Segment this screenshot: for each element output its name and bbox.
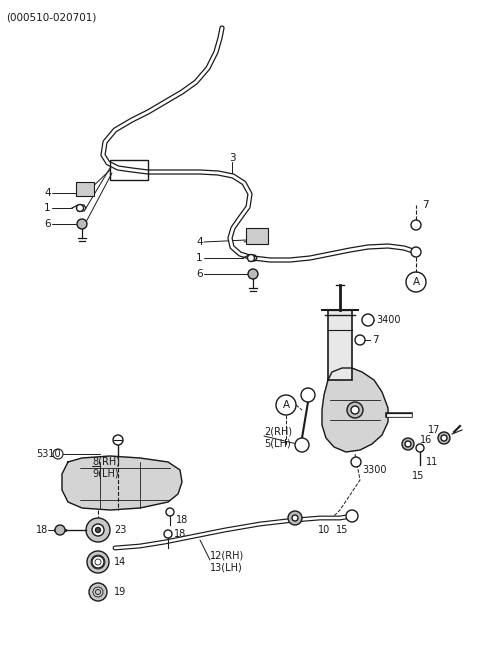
Circle shape [411,220,421,230]
Circle shape [362,314,374,326]
Polygon shape [62,456,182,510]
Text: 3: 3 [228,153,235,163]
Bar [76,182,94,196]
Text: 14: 14 [114,557,126,567]
Circle shape [87,551,109,573]
Text: 3400: 3400 [376,315,400,325]
Text: 8(RH): 8(RH) [92,457,120,467]
Circle shape [96,527,100,533]
Text: (000510-020701): (000510-020701) [6,12,96,22]
Circle shape [164,530,172,538]
Circle shape [355,335,365,345]
Circle shape [86,518,110,542]
Circle shape [77,219,87,229]
Text: 3300: 3300 [362,465,386,475]
Circle shape [113,435,123,445]
Text: 4: 4 [196,237,203,247]
Text: 4: 4 [44,188,50,198]
Polygon shape [322,368,388,452]
Circle shape [301,388,315,402]
Bar [328,310,352,380]
Text: 18: 18 [176,515,188,525]
Circle shape [347,402,363,418]
Circle shape [351,406,359,414]
Circle shape [288,511,302,525]
Circle shape [405,441,411,447]
Circle shape [295,438,309,452]
Circle shape [89,583,107,601]
Circle shape [438,432,450,444]
Text: 5(LH): 5(LH) [264,439,291,449]
Circle shape [92,524,104,536]
Text: 11: 11 [426,457,438,467]
Circle shape [166,508,174,516]
Text: 7: 7 [422,200,429,210]
Text: 1: 1 [196,253,203,263]
Circle shape [292,515,298,521]
Circle shape [416,444,424,452]
Bar [246,228,268,244]
Text: 6: 6 [44,219,50,229]
Text: 2(RH): 2(RH) [264,427,292,437]
Bar [110,160,148,180]
Circle shape [441,435,447,441]
Circle shape [248,269,258,279]
Text: 18: 18 [174,529,186,539]
Circle shape [346,510,358,522]
Circle shape [351,457,361,467]
Text: 1: 1 [44,203,50,213]
Circle shape [55,525,65,535]
Text: 15: 15 [336,525,348,535]
Text: 16: 16 [420,435,432,445]
Text: 18: 18 [36,525,48,535]
Text: 23: 23 [114,525,126,535]
Circle shape [402,438,414,450]
Circle shape [76,205,84,211]
Circle shape [411,247,421,257]
Circle shape [248,255,254,262]
Text: 19: 19 [114,587,126,597]
Text: 5310: 5310 [36,449,60,459]
Text: 12(RH): 12(RH) [210,550,244,560]
Text: 13(LH): 13(LH) [210,562,243,572]
Text: A: A [412,277,420,287]
Text: 17: 17 [428,425,440,435]
Text: 6: 6 [196,269,203,279]
Text: 15: 15 [412,471,424,481]
Text: 9(LH): 9(LH) [92,469,119,479]
Text: 10: 10 [318,525,330,535]
Circle shape [92,556,104,568]
Text: 7: 7 [372,335,379,345]
Text: A: A [282,400,289,410]
